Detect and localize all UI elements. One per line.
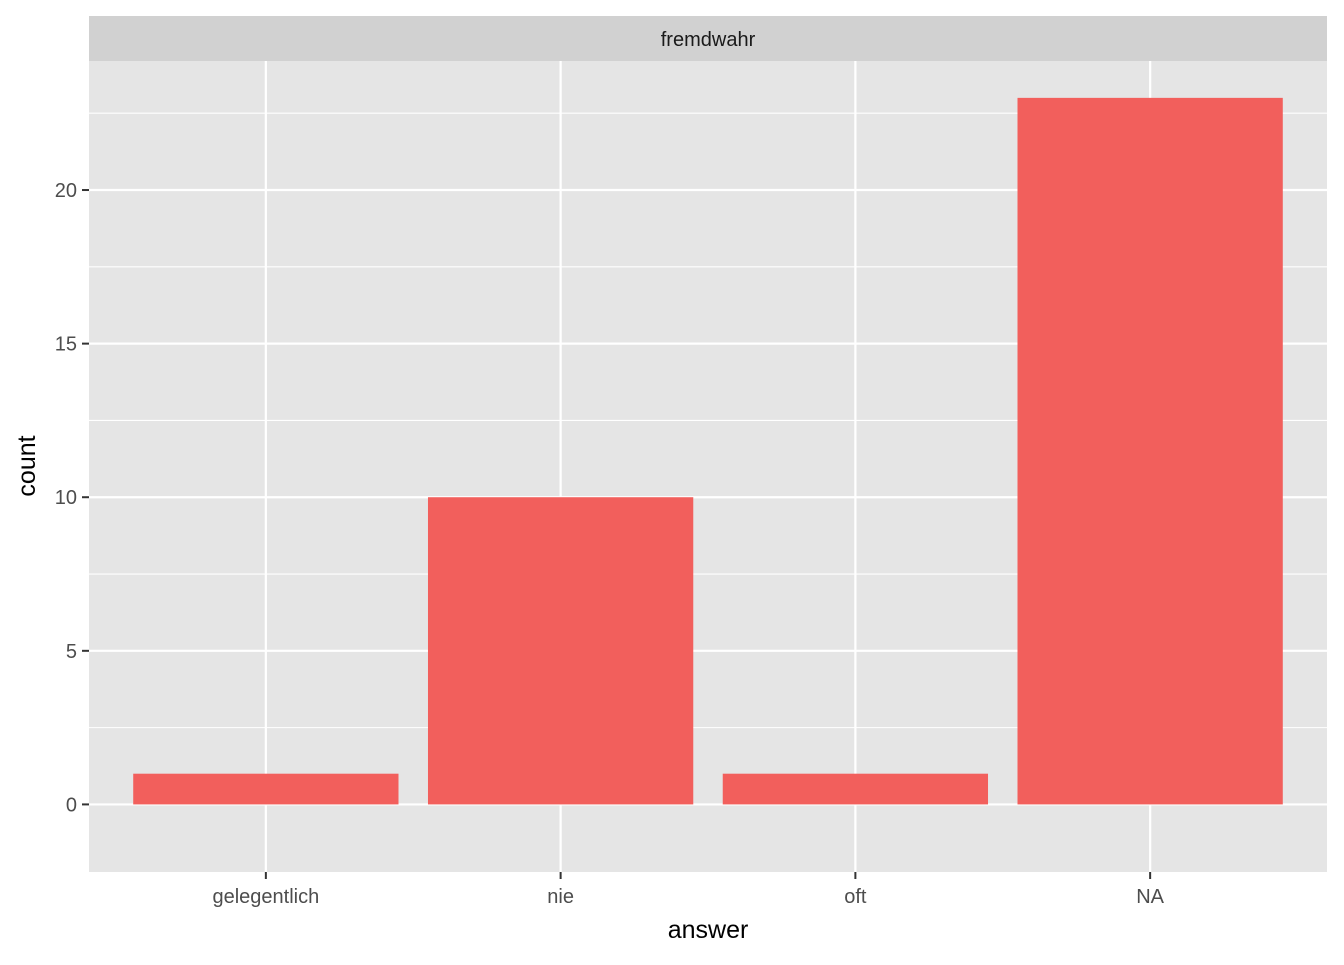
x-axis-title: answer: [668, 916, 749, 944]
y-tick-label: 10: [55, 487, 77, 509]
facet-strip-label: fremdwahr: [661, 29, 756, 51]
x-tick-label: NA: [1136, 886, 1164, 908]
x-tick-label: gelegentlich: [212, 886, 319, 908]
bar-nie: [427, 497, 694, 805]
bar-oft: [722, 773, 989, 805]
y-axis-title: count: [13, 435, 41, 496]
bar-gelegentlich: [133, 773, 399, 805]
strip-background: [89, 16, 1327, 61]
x-axis: gelegentlich nie oft NA: [212, 872, 1165, 908]
y-tick-label: 0: [66, 794, 77, 816]
y-tick-label: 15: [55, 334, 77, 356]
x-tick-label: oft: [844, 886, 867, 908]
bars: [133, 97, 1283, 805]
y-tick-label: 20: [55, 180, 77, 202]
x-tick-label: nie: [547, 886, 574, 908]
bar-na: [1017, 97, 1283, 805]
y-axis: 0 5 10 15 20: [55, 180, 89, 816]
y-tick-label: 5: [66, 641, 77, 663]
